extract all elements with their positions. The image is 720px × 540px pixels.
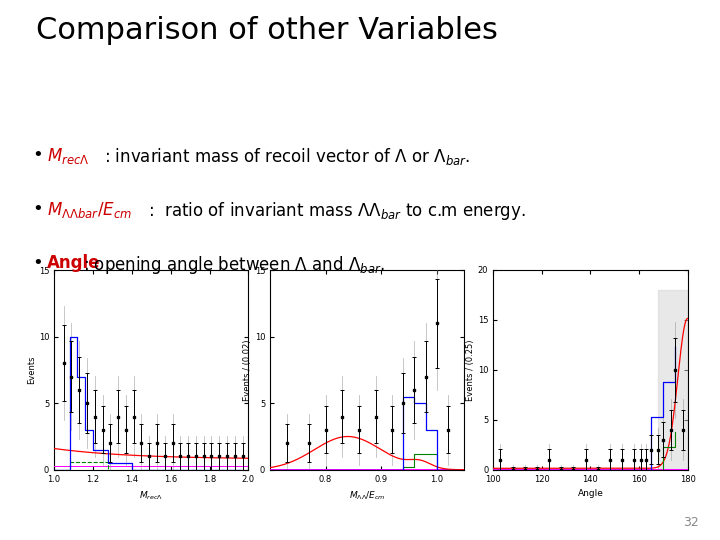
Text: : invariant mass of recoil vector of Λ or Λ$_{bar}$.: : invariant mass of recoil vector of Λ o… [104, 146, 471, 167]
Text: •: • [32, 254, 43, 272]
Y-axis label: Events / (0.02): Events / (0.02) [243, 339, 252, 401]
Text: 32: 32 [683, 516, 698, 529]
Text: Comparison of other Variables: Comparison of other Variables [36, 16, 498, 45]
X-axis label: $M_{ΛΛ}/E_{cm}$: $M_{ΛΛ}/E_{cm}$ [349, 489, 385, 502]
Y-axis label: Events / (0.25): Events / (0.25) [466, 339, 475, 401]
X-axis label: $M_{recΛ}$: $M_{recΛ}$ [139, 489, 163, 502]
Text: $M_{ΛΛbar}/E_{cm}$: $M_{ΛΛbar}/E_{cm}$ [47, 200, 132, 220]
Text: : opening angle between Λ and Λ$_{bar}$.: : opening angle between Λ and Λ$_{bar}$. [83, 254, 384, 276]
Text: •: • [32, 200, 43, 218]
Text: :  ratio of invariant mass ΛΛ$_{bar}$ to c.m energy.: : ratio of invariant mass ΛΛ$_{bar}$ to … [148, 200, 526, 222]
Text: $M_{recΛ}$: $M_{recΛ}$ [47, 146, 89, 166]
X-axis label: Angle: Angle [577, 489, 603, 498]
Text: Angle: Angle [47, 254, 100, 272]
Text: •: • [32, 146, 43, 164]
Y-axis label: Events: Events [27, 356, 36, 384]
